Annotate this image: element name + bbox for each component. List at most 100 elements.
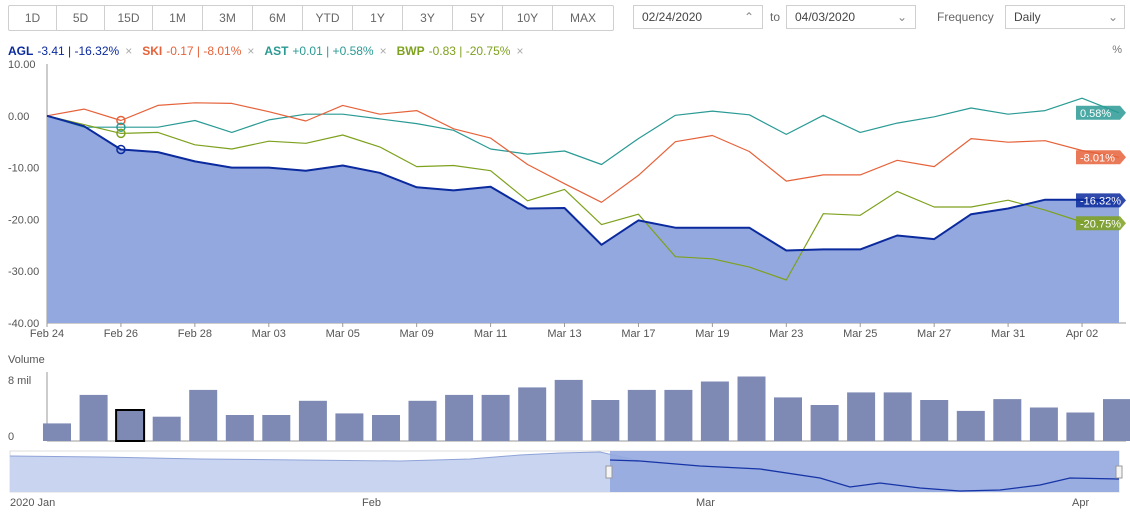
date-to-value: 04/03/2020 — [795, 10, 856, 24]
navigator-selection — [610, 451, 1119, 492]
legend-change: +0.01 | +0.58% — [292, 44, 374, 58]
end-label-text: -8.01% — [1080, 152, 1115, 164]
volume-label: Volume — [8, 354, 45, 366]
percent-unit-label: % — [1112, 44, 1122, 56]
volume-bar — [445, 394, 474, 441]
series-line-ast — [46, 97, 1120, 166]
volume-bar — [189, 389, 218, 441]
volume-bar — [810, 405, 839, 441]
frequency-select[interactable]: Daily ⌄ — [1005, 5, 1125, 29]
legend-change: -0.83 | -20.75% — [428, 44, 511, 58]
legend-item-agl[interactable]: AGL -3.41 | -16.32% × — [8, 44, 132, 60]
range-button-3m[interactable]: 3M — [203, 6, 253, 30]
end-label-text: -16.32% — [1080, 195, 1121, 207]
navigator-tick-label: Mar — [696, 497, 715, 509]
y-tick-label: -30.00 — [8, 266, 39, 278]
legend-ticker: SKI — [142, 44, 163, 58]
navigator-selected-line — [609, 459, 1120, 492]
end-label-text: 0.58% — [1080, 108, 1111, 120]
y-tick-label: 0.00 — [8, 111, 29, 123]
hover-marker-agl — [116, 144, 126, 155]
volume-bar — [664, 389, 693, 441]
legend-ticker: BWP — [396, 44, 425, 58]
legend-change: -0.17 | -8.01% — [166, 44, 242, 58]
volume-bar — [774, 397, 802, 441]
x-tick-label: Feb 28 — [178, 328, 212, 340]
series-line-agl — [46, 114, 1120, 252]
range-button-max[interactable]: MAX — [569, 11, 596, 25]
range-button-5d[interactable]: 5D — [57, 6, 105, 30]
legend-item-bwp[interactable]: BWP -0.83 | -20.75% × — [397, 44, 524, 60]
to-label: to — [770, 10, 781, 24]
range-button-10y[interactable]: 10Y — [503, 6, 553, 30]
volume-bar — [372, 415, 400, 441]
volume-bar — [700, 381, 729, 441]
volume-bar — [920, 400, 949, 441]
x-tick-label: Mar 23 — [769, 328, 803, 340]
hover-marker-bwp — [116, 128, 126, 139]
volume-y-tick: 8 mil — [8, 375, 31, 387]
volume-bar — [481, 394, 510, 441]
range-button-1y[interactable]: 1Y — [353, 6, 403, 30]
x-tick-label: Mar 17 — [621, 328, 655, 340]
chevron-down-icon[interactable]: ⌄ — [1107, 10, 1118, 24]
legend: AGL -3.41 | -16.32% × SKI -0.17 | -8.01% × AST… — [8, 44, 533, 60]
volume-bar — [152, 416, 181, 441]
x-tick-label: Feb 24 — [30, 328, 64, 340]
navigator-tick-label: 2020 Jan — [10, 497, 55, 509]
frequency-label: Frequency — [937, 10, 994, 24]
x-tick-label: Mar 03 — [252, 328, 286, 340]
end-label-tag — [1076, 216, 1126, 231]
volume-bar — [847, 392, 876, 441]
range-button-5y[interactable]: 5Y — [453, 6, 503, 30]
chevron-down-icon[interactable]: ⌄ — [896, 10, 907, 24]
volume-bar — [115, 409, 146, 442]
range-button-3y[interactable]: 3Y — [403, 6, 453, 30]
range-button-1m[interactable]: 1M — [153, 6, 203, 30]
y-tick-label: -40.00 — [8, 318, 39, 330]
x-tick-label: Mar 31 — [991, 328, 1025, 340]
volume-bar — [518, 387, 547, 441]
range-button-ytd[interactable]: YTD — [303, 6, 353, 30]
navigator-handle-left[interactable] — [605, 465, 613, 479]
volume-bar — [1029, 407, 1058, 441]
range-button-6m[interactable]: 6M — [253, 6, 303, 30]
x-tick-label: Feb 26 — [104, 328, 138, 340]
volume-bar — [43, 423, 71, 441]
x-tick-label: Mar 05 — [326, 328, 360, 340]
date-to-input[interactable]: 04/03/2020 ⌄ — [786, 5, 916, 29]
volume-bar — [883, 392, 912, 441]
volume-bar — [225, 415, 254, 441]
legend-ticker: AST — [264, 44, 289, 58]
close-icon[interactable]: × — [379, 44, 387, 58]
close-icon[interactable]: × — [247, 44, 255, 58]
y-tick-label: 10.00 — [8, 59, 36, 71]
volume-bar — [627, 389, 656, 441]
range-button-1d[interactable]: 1D — [9, 6, 57, 30]
date-from-input[interactable]: 02/24/2020 ⌃ — [633, 5, 763, 29]
volume-bar — [1066, 412, 1095, 441]
x-tick-label: Mar 11 — [474, 328, 507, 340]
volume-bar — [554, 379, 583, 441]
volume-bar — [262, 415, 291, 441]
end-label-tag — [1076, 193, 1126, 208]
legend-item-ski[interactable]: SKI -0.17 | -8.01% × — [142, 44, 254, 60]
close-icon[interactable]: × — [125, 44, 133, 58]
volume-bar — [79, 394, 108, 441]
x-tick-label: Mar 09 — [400, 328, 434, 340]
navigator-handle-right[interactable] — [1115, 465, 1123, 479]
range-button-15d[interactable]: 15D — [105, 6, 153, 30]
end-label-text: -20.75% — [1080, 218, 1121, 230]
volume-bar — [298, 400, 327, 441]
navigator-area — [10, 452, 1119, 492]
legend-change: -3.41 | -16.32% — [37, 44, 120, 58]
series-line-bwp — [46, 115, 1120, 281]
y-tick-label: -10.00 — [8, 163, 39, 175]
frequency-value: Daily — [1014, 10, 1041, 24]
legend-item-ast[interactable]: AST +0.01 | +0.58% × — [264, 44, 386, 60]
volume-bar — [737, 376, 766, 441]
close-icon[interactable]: × — [516, 44, 524, 58]
volume-bar — [993, 399, 1022, 441]
chevron-up-icon[interactable]: ⌃ — [743, 10, 754, 24]
